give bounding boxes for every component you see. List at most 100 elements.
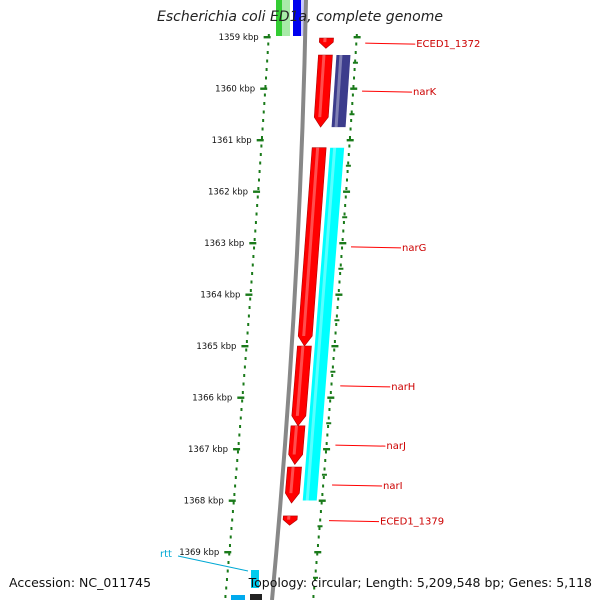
gene-highlight-ECED1_1379	[287, 515, 291, 520]
accession-text: Accession: NC_011745	[9, 575, 152, 590]
outer-dot	[320, 501, 323, 505]
inner-tick-ring	[224, 34, 270, 598]
tick-mark-half-1367	[321, 473, 327, 476]
inner-dot	[252, 255, 255, 258]
outer-dot	[338, 280, 341, 284]
leader-narG	[351, 246, 402, 249]
tick-mark-inner-1360	[260, 87, 268, 90]
outer-dot	[353, 76, 356, 80]
inner-dot	[232, 501, 235, 505]
tick-mark-outer-1365	[331, 345, 339, 348]
dark-feature-bottom	[250, 594, 262, 600]
rtt-leader	[177, 555, 249, 572]
leader-narK	[362, 90, 413, 93]
inner-dot	[265, 68, 268, 71]
outer-dot	[326, 433, 329, 437]
tick-mark-half-1369	[312, 576, 318, 579]
inner-dot	[235, 467, 238, 471]
outer-dot	[323, 467, 326, 471]
inner-dot	[227, 561, 230, 564]
operon-block-1	[302, 147, 345, 501]
page-title: Escherichia coli ED1a, complete genome	[157, 9, 443, 25]
inner-dot	[254, 221, 257, 224]
inner-dot	[264, 85, 267, 88]
inner-dot	[248, 306, 251, 309]
inner-dot	[261, 127, 264, 131]
outer-dot	[342, 221, 345, 224]
operon-highlight-0	[334, 55, 343, 128]
leader-narI	[332, 484, 383, 487]
tick-mark-inner-1367	[233, 448, 241, 451]
tick-label-1365: 1365 kbp	[196, 342, 236, 352]
outer-dot	[355, 34, 358, 37]
inner-dot	[258, 170, 261, 173]
inner-dot	[244, 357, 247, 360]
outer-dot	[315, 561, 318, 564]
outer-dot	[327, 425, 330, 428]
inner-dot	[228, 552, 231, 556]
outer-dot	[321, 493, 324, 496]
outer-dot	[337, 297, 340, 301]
outer-dot	[335, 314, 338, 318]
leader-ECED1_1372	[365, 42, 416, 45]
outer-dot	[348, 144, 351, 148]
inner-dot	[265, 76, 268, 80]
gene-label-narK: narK	[413, 87, 437, 98]
inner-dot	[263, 93, 266, 97]
inner-dot	[236, 450, 239, 454]
rna-label-rtt: rtt	[160, 549, 172, 560]
tick-mark-outer-1366	[327, 396, 335, 399]
inner-dot	[241, 399, 244, 403]
outer-dot	[334, 331, 337, 335]
outer-dot	[341, 246, 344, 250]
outer-dot	[316, 552, 319, 556]
inner-dot	[246, 331, 249, 335]
inner-dot	[259, 161, 262, 165]
tick-mark-half-1363	[338, 267, 344, 270]
inner-dot	[257, 178, 260, 182]
inner-dot	[267, 42, 270, 46]
lightgreen-feature-top	[282, 0, 290, 36]
outer-dot	[345, 187, 348, 190]
outer-dot	[331, 365, 334, 369]
outer-dot	[353, 68, 356, 71]
tick-mark-half-1365	[330, 370, 336, 373]
inner-dot	[257, 187, 260, 190]
outer-dot	[351, 102, 354, 105]
inner-dot	[226, 569, 229, 573]
tick-mark-half-1366	[326, 422, 332, 425]
inner-dot	[231, 510, 234, 513]
outer-dot	[344, 195, 347, 199]
gene-arrow-ECED1_1372	[318, 37, 334, 49]
tick-label-1362: 1362 kbp	[208, 188, 248, 198]
inner-dot	[245, 340, 248, 343]
tick-mark-outer-1368	[318, 499, 326, 502]
outer-dot	[324, 459, 327, 462]
outer-dot	[322, 484, 325, 488]
operon-block-0	[331, 55, 351, 128]
tick-mark-inner-1361	[256, 139, 264, 142]
outer-dot	[316, 544, 319, 547]
inner-dot	[238, 433, 241, 437]
inner-dot	[251, 263, 254, 267]
leader-ECED1_1379	[328, 520, 380, 523]
gene-label-narH: narH	[391, 382, 415, 393]
tick-mark-outer-1359	[353, 36, 361, 39]
outer-dot	[330, 382, 333, 386]
inner-dot	[262, 110, 265, 114]
outer-dot	[342, 229, 345, 233]
outer-dot	[352, 85, 355, 88]
outer-dot	[335, 323, 338, 326]
gene-highlight-narH	[295, 346, 305, 416]
inner-dot	[234, 484, 237, 488]
inner-dot	[260, 144, 263, 148]
gene-highlight-narK	[318, 55, 326, 118]
tick-mark-half-1364	[334, 319, 340, 322]
inner-dot	[249, 289, 252, 292]
outer-dot	[345, 178, 348, 182]
outer-dot	[322, 476, 325, 479]
outer-dot	[314, 569, 317, 573]
tick-label-1364: 1364 kbp	[200, 291, 240, 301]
outer-dot	[351, 93, 354, 97]
